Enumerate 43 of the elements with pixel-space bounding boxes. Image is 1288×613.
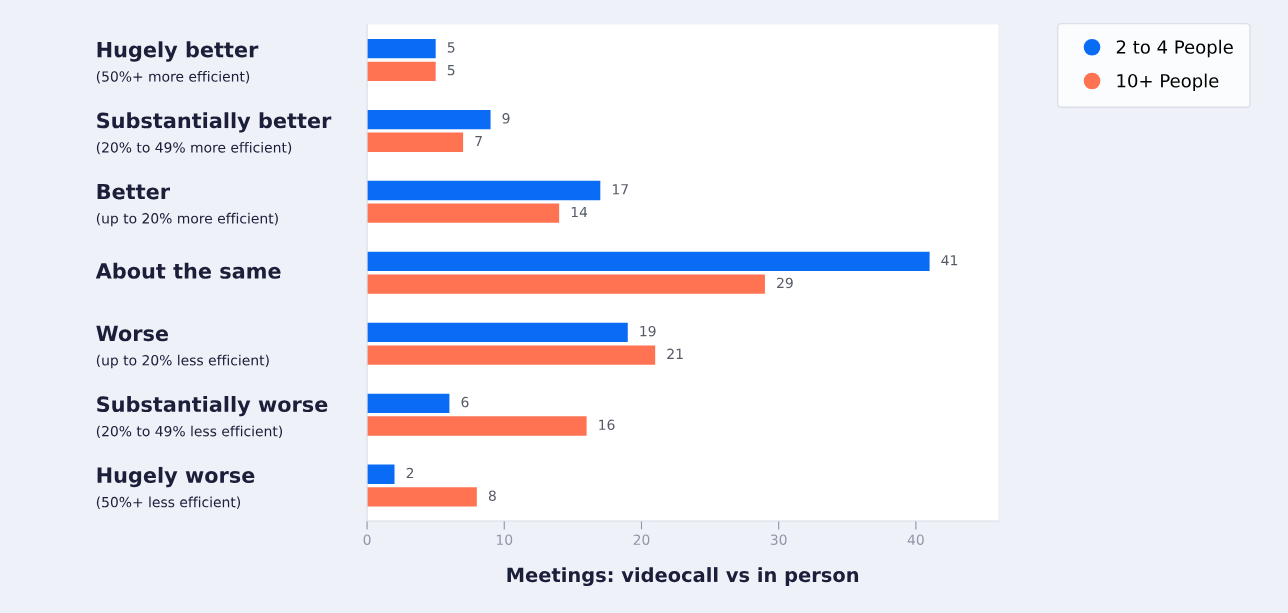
data-label: 17 — [612, 184, 628, 195]
legend-label: 2 to 4 People — [1116, 39, 1233, 58]
bar — [367, 487, 477, 507]
legend-label: 10+ People — [1117, 73, 1219, 92]
data-label: 5 — [447, 42, 455, 53]
y-tick-label: About the same — [95, 262, 281, 279]
bar — [367, 109, 491, 130]
y-tick-label: Worse (up to 20% less efficient) — [96, 325, 269, 369]
y-tick-label: Better (up to 20% more efficient) — [96, 183, 278, 227]
x-tick-label: 0 — [363, 534, 371, 545]
data-label: 19 — [640, 325, 656, 337]
x-tick-label: 20 — [633, 534, 650, 545]
y-tick-label: Hugely worse (50%+ less efficient) — [96, 466, 255, 509]
x-axis-title: Meetings: videocall vs in person — [507, 567, 859, 587]
bar — [367, 132, 464, 152]
data-label: 7 — [475, 135, 482, 147]
x-tick-label: 30 — [770, 534, 787, 545]
bar — [367, 322, 628, 343]
data-label: 21 — [667, 348, 683, 359]
bar — [367, 61, 436, 81]
y-tick-label: Substantially worse (20% to 49% less efficient) — [96, 395, 328, 439]
data-label: 16 — [599, 419, 615, 431]
data-label: 6 — [461, 396, 469, 408]
bar — [367, 38, 436, 59]
bar — [367, 464, 395, 484]
bar — [367, 251, 930, 272]
data-label: 2 — [406, 467, 414, 479]
data-label: 9 — [502, 113, 510, 124]
x-tick-label: 40 — [907, 534, 924, 545]
bar — [367, 393, 450, 413]
data-label: 14 — [571, 206, 588, 218]
y-tick-label: Hugely better (50%+ more efficient) — [96, 41, 259, 84]
y-tick-label: Substantially better (20% to 49% more efficient) — [96, 112, 332, 155]
bar — [367, 180, 601, 201]
x-tick-label: 10 — [496, 534, 513, 545]
data-label: 29 — [777, 277, 793, 289]
bar — [367, 345, 656, 365]
bar — [367, 274, 765, 294]
data-label: 5 — [447, 65, 455, 76]
data-label: 8 — [488, 490, 496, 501]
data-label: 41 — [941, 255, 958, 266]
bar — [367, 203, 560, 223]
bar — [367, 416, 587, 436]
